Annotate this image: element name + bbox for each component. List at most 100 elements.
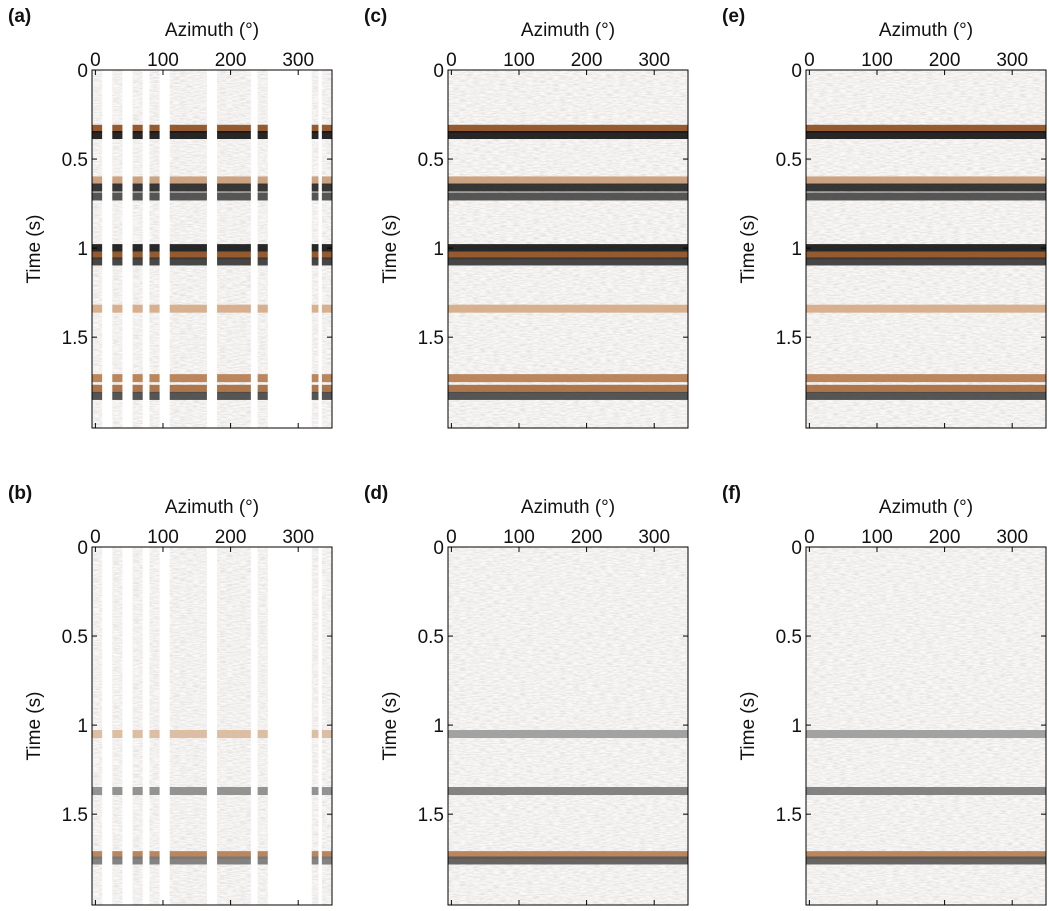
panel-label: (e) xyxy=(722,6,745,27)
reflection-event xyxy=(806,183,1046,192)
y-tick-label: 0 xyxy=(791,61,802,82)
noise-texture xyxy=(806,547,1046,905)
reflection-event xyxy=(806,192,1046,201)
dead-trace xyxy=(142,70,150,428)
frame xyxy=(805,546,1047,906)
y-axis-label: Time (s) xyxy=(380,215,401,284)
x-axis-label: Azimuth (°) xyxy=(879,20,973,41)
reflection-event xyxy=(806,131,1046,140)
panel-label: (c) xyxy=(364,6,387,27)
reflection-event xyxy=(448,851,688,860)
y-axis-label: Time (s) xyxy=(738,215,759,284)
plot-area xyxy=(806,70,1046,428)
frame xyxy=(805,69,1047,429)
dead-trace xyxy=(102,70,113,428)
x-tick-label: 100 xyxy=(503,50,535,71)
reflection-event xyxy=(806,176,1046,185)
y-axis-label: Time (s) xyxy=(24,215,45,284)
y-tick-label: 1 xyxy=(433,239,444,260)
y-axis-label: Time (s) xyxy=(380,692,401,761)
frame xyxy=(447,69,689,429)
y-tick-label: 1 xyxy=(791,716,802,737)
y-tick-label: 1.5 xyxy=(776,805,802,826)
reflection-event xyxy=(448,374,688,383)
x-tick-label: 200 xyxy=(929,527,961,548)
y-tick-label: 1.5 xyxy=(418,328,444,349)
frame xyxy=(91,69,333,429)
reflection-event xyxy=(806,856,1046,865)
reflection-event xyxy=(806,384,1046,393)
reflection-event xyxy=(448,304,688,313)
x-tick-label: 100 xyxy=(147,50,179,71)
dead-trace xyxy=(318,547,322,905)
y-tick-label: 0.5 xyxy=(776,150,802,171)
dead-trace xyxy=(122,547,133,905)
reflection-event xyxy=(448,251,688,260)
x-tick-label: 300 xyxy=(996,527,1028,548)
reflection-event xyxy=(448,124,688,133)
x-tick-label: 100 xyxy=(147,527,179,548)
reflection-event xyxy=(448,192,688,201)
plot-area xyxy=(448,547,688,905)
x-tick-label: 300 xyxy=(638,527,670,548)
dead-trace xyxy=(122,70,133,428)
reflection-event xyxy=(448,183,688,192)
y-tick-label: 0.5 xyxy=(418,150,444,171)
dead-trace xyxy=(250,70,258,428)
reflection-event xyxy=(448,176,688,185)
x-tick-label: 200 xyxy=(215,50,247,71)
y-tick-label: 0.5 xyxy=(62,150,88,171)
noise-texture xyxy=(448,547,688,905)
reflection-event xyxy=(806,787,1046,796)
panel-label: (d) xyxy=(364,483,388,504)
reflection-event xyxy=(448,856,688,865)
reflection-event xyxy=(806,374,1046,383)
y-tick-label: 0.5 xyxy=(62,627,88,648)
reflection-event xyxy=(448,730,688,739)
x-tick-label: 0 xyxy=(804,527,815,548)
x-tick-label: 300 xyxy=(282,50,314,71)
y-tick-label: 0 xyxy=(433,538,444,559)
reflection-event xyxy=(806,851,1046,860)
y-tick-label: 0 xyxy=(433,61,444,82)
dead-trace xyxy=(159,70,170,428)
plot-area xyxy=(92,70,332,428)
x-tick-label: 300 xyxy=(282,527,314,548)
frame xyxy=(447,546,689,906)
x-tick-label: 100 xyxy=(861,527,893,548)
dead-trace xyxy=(267,547,312,905)
y-tick-label: 1 xyxy=(77,239,88,260)
y-tick-label: 1 xyxy=(433,716,444,737)
y-tick-label: 0 xyxy=(77,538,88,559)
plot-area xyxy=(92,547,332,905)
panel-label: (b) xyxy=(8,483,32,504)
y-tick-label: 0.5 xyxy=(418,627,444,648)
dead-trace xyxy=(267,70,312,428)
y-tick-label: 1 xyxy=(791,239,802,260)
y-tick-label: 1.5 xyxy=(62,805,88,826)
reflection-event xyxy=(448,244,688,253)
dead-trace xyxy=(159,547,170,905)
x-tick-label: 100 xyxy=(861,50,893,71)
reflection-event xyxy=(806,251,1046,260)
reflection-event xyxy=(448,131,688,140)
x-tick-label: 300 xyxy=(996,50,1028,71)
dead-trace xyxy=(206,547,218,905)
y-tick-label: 1 xyxy=(77,716,88,737)
reflection-event xyxy=(448,391,688,400)
x-tick-label: 0 xyxy=(90,50,101,71)
dead-trace xyxy=(250,547,258,905)
x-axis-label: Azimuth (°) xyxy=(521,497,615,518)
y-tick-label: 0.5 xyxy=(776,627,802,648)
x-tick-label: 100 xyxy=(503,527,535,548)
dead-trace xyxy=(206,70,218,428)
x-tick-label: 0 xyxy=(90,527,101,548)
dead-trace xyxy=(102,547,113,905)
y-tick-label: 0 xyxy=(77,61,88,82)
y-axis-label: Time (s) xyxy=(24,692,45,761)
x-tick-label: 200 xyxy=(571,50,603,71)
reflection-event xyxy=(448,384,688,393)
reflection-event xyxy=(806,244,1046,253)
x-tick-label: 200 xyxy=(929,50,961,71)
